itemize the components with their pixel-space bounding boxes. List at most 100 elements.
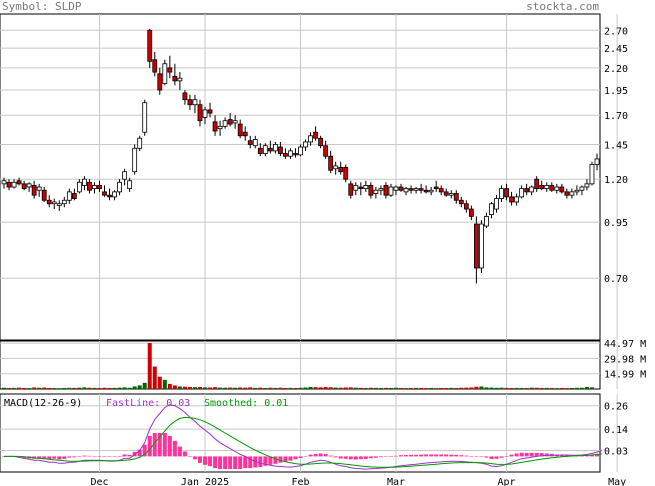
price-candle [524, 183, 530, 196]
candle-body [579, 186, 585, 191]
candle-body [257, 147, 263, 154]
macd-histogram-bar [469, 456, 474, 457]
price-candle [167, 55, 173, 79]
volume-bar [579, 387, 584, 389]
candle-body [524, 188, 530, 193]
axis-labels: Dec Jan 2025 Feb Mar Apr May 2.70 2.45 2.20 1.95 1… [90, 26, 646, 486]
volume-bar [117, 387, 122, 389]
volume-bar [22, 387, 27, 389]
x-tick-label: Dec [90, 477, 108, 486]
candle-body [378, 188, 384, 191]
price-candle [473, 216, 479, 284]
candle-body [31, 185, 37, 196]
candle-body [594, 158, 600, 165]
candle-body [152, 59, 158, 73]
macd-histogram-bar [519, 452, 524, 457]
candle-body [484, 216, 489, 227]
candle-body [393, 186, 399, 191]
candle-body [308, 135, 313, 143]
candle-body [343, 166, 349, 180]
x-tick-label: Mar [387, 477, 405, 486]
macd-histogram-bar [87, 455, 92, 457]
volume-bar [248, 387, 253, 389]
candle-body [82, 178, 87, 186]
macd-histogram-bar [92, 456, 97, 457]
macd-histogram-bar [42, 456, 47, 459]
volume-bar [449, 387, 454, 389]
volume-bar [27, 388, 32, 389]
volume-bar [559, 387, 564, 389]
price-candle [117, 179, 122, 196]
volume-bar [303, 387, 308, 389]
macd-histogram-bar [409, 454, 414, 457]
volume-bar [409, 387, 414, 389]
candle-body [534, 178, 540, 190]
price-candle [514, 193, 519, 206]
candle-body [499, 188, 504, 199]
volume-bar [378, 387, 383, 389]
candle-body [338, 166, 344, 173]
candle-body [559, 186, 565, 193]
candle-body [554, 186, 560, 191]
price-candle [293, 148, 298, 158]
candle-body [66, 191, 72, 201]
macd-histogram-bar [167, 435, 172, 457]
candle-body [283, 153, 288, 157]
volume-bar [383, 387, 388, 389]
candle-body [117, 181, 122, 193]
macd-histogram-bar [484, 456, 489, 458]
site-label[interactable]: stockta.com [526, 0, 599, 13]
price-candle [534, 176, 540, 192]
candle-body [504, 188, 509, 198]
price-candle [26, 182, 32, 192]
volume-bar [564, 388, 569, 389]
candle-body [328, 155, 334, 171]
volume-bar [499, 387, 504, 389]
macd-histogram-bar [459, 455, 464, 457]
macd-histogram-bar [122, 454, 127, 457]
price-candle [242, 126, 248, 141]
candle-body [433, 186, 439, 190]
volume-bar [87, 387, 92, 389]
volume-bar [12, 387, 17, 389]
price-candle [92, 182, 97, 194]
macd-histogram-bar [404, 455, 409, 457]
candle-body [6, 181, 12, 188]
macd-histogram-bar [323, 454, 328, 457]
volume-bar [97, 387, 102, 389]
macd-histogram-bar [353, 456, 358, 460]
candle-body [428, 189, 434, 193]
candle-body [177, 77, 183, 82]
price-candle [358, 182, 364, 196]
volume-bar [424, 388, 429, 389]
volume-bar [37, 387, 42, 389]
volume-bar [122, 387, 127, 389]
volume-bar [197, 386, 202, 389]
price-candle [539, 180, 545, 191]
price-candle [207, 102, 213, 118]
price-candle [489, 201, 494, 219]
candle-body [21, 183, 27, 190]
volume-bar [313, 387, 318, 389]
macd-histogram-bar [248, 456, 253, 469]
volume-bar [127, 387, 132, 389]
candle-body [388, 186, 394, 196]
candle-body [519, 188, 525, 198]
price-candle [463, 200, 469, 213]
candle-body [418, 188, 424, 191]
candle-body [132, 147, 138, 173]
volume-bar [152, 366, 157, 389]
price-candle [66, 188, 72, 204]
macd-tick-label: 0.03 [604, 447, 628, 458]
candle-body [529, 186, 535, 193]
candle-body [227, 119, 233, 125]
volume-bar [388, 387, 393, 389]
volume-bar [544, 387, 549, 389]
macd-histogram-bar [368, 456, 373, 459]
macd-histogram-bar [77, 456, 82, 457]
candle-body [293, 153, 298, 156]
candle-body [423, 189, 429, 193]
price-candles [1, 28, 600, 284]
macd-indicator-label: MACD(12-26-9) [4, 398, 82, 409]
volume-bar [373, 387, 378, 389]
